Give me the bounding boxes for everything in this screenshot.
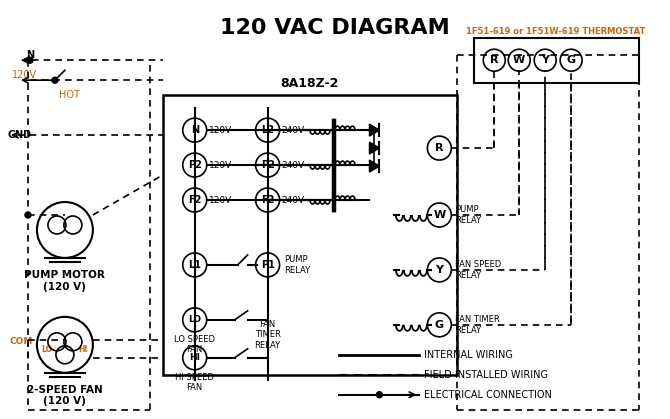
Text: 120V: 120V: [208, 196, 232, 204]
Text: FAN SPEED
RELAY: FAN SPEED RELAY: [456, 260, 502, 279]
Bar: [474, 38, 639, 83]
Text: P2: P2: [188, 160, 202, 170]
Text: LO SPEED
FAN: LO SPEED FAN: [174, 335, 215, 354]
Text: N: N: [26, 50, 34, 60]
Text: 2-SPEED FAN
(120 V): 2-SPEED FAN (120 V): [27, 385, 103, 406]
Text: 240V: 240V: [281, 126, 305, 134]
Text: P2: P2: [261, 160, 275, 170]
Text: 240V: 240V: [281, 160, 305, 170]
Text: PUMP MOTOR
(120 V): PUMP MOTOR (120 V): [25, 270, 105, 292]
Text: HOT: HOT: [60, 90, 80, 100]
Text: L2: L2: [261, 125, 274, 135]
Circle shape: [25, 212, 31, 218]
Circle shape: [27, 57, 33, 63]
Text: W: W: [513, 55, 525, 65]
Polygon shape: [369, 142, 379, 154]
Text: PUMP
RELAY: PUMP RELAY: [285, 255, 311, 274]
Text: HI SPEED
FAN: HI SPEED FAN: [176, 373, 214, 392]
Text: R: R: [435, 143, 444, 153]
Text: F2: F2: [261, 195, 274, 205]
Text: P1: P1: [261, 260, 275, 270]
Text: 120V: 120V: [208, 126, 232, 134]
Text: W: W: [433, 210, 446, 220]
Text: F2: F2: [188, 195, 202, 205]
Polygon shape: [369, 160, 379, 172]
Text: 240V: 240V: [281, 196, 305, 204]
Text: INTERNAL WIRING: INTERNAL WIRING: [424, 350, 513, 360]
Text: COM: COM: [9, 337, 33, 346]
Text: FAN
TIMER
RELAY: FAN TIMER RELAY: [255, 320, 281, 349]
Text: ELECTRICAL CONNECTION: ELECTRICAL CONNECTION: [424, 390, 552, 400]
Bar: [163, 95, 458, 375]
Text: 120V: 120V: [13, 70, 38, 80]
Text: LO: LO: [42, 345, 52, 354]
Text: FAN TIMER
RELAY: FAN TIMER RELAY: [456, 315, 500, 334]
Text: L1: L1: [188, 260, 201, 270]
Text: PUMP
RELAY: PUMP RELAY: [456, 205, 482, 225]
Text: 1F51-619 or 1F51W-619 THERMOSTAT: 1F51-619 or 1F51W-619 THERMOSTAT: [466, 27, 646, 36]
Text: HI: HI: [189, 353, 200, 362]
Text: FIELD INSTALLED WIRING: FIELD INSTALLED WIRING: [424, 370, 548, 380]
Text: G: G: [567, 55, 576, 65]
Text: 120V: 120V: [208, 160, 232, 170]
Text: HI: HI: [78, 345, 88, 354]
Text: GND: GND: [8, 130, 32, 140]
Circle shape: [52, 77, 58, 83]
Text: LO: LO: [188, 316, 201, 324]
Text: Y: Y: [436, 265, 444, 275]
Polygon shape: [369, 124, 379, 136]
Text: Y: Y: [541, 55, 549, 65]
Text: G: G: [435, 320, 444, 330]
Circle shape: [377, 392, 383, 398]
Text: 120 VAC DIAGRAM: 120 VAC DIAGRAM: [220, 18, 450, 38]
Text: N: N: [191, 125, 199, 135]
Text: R: R: [490, 55, 498, 65]
Text: 8A18Z-2: 8A18Z-2: [280, 77, 339, 90]
